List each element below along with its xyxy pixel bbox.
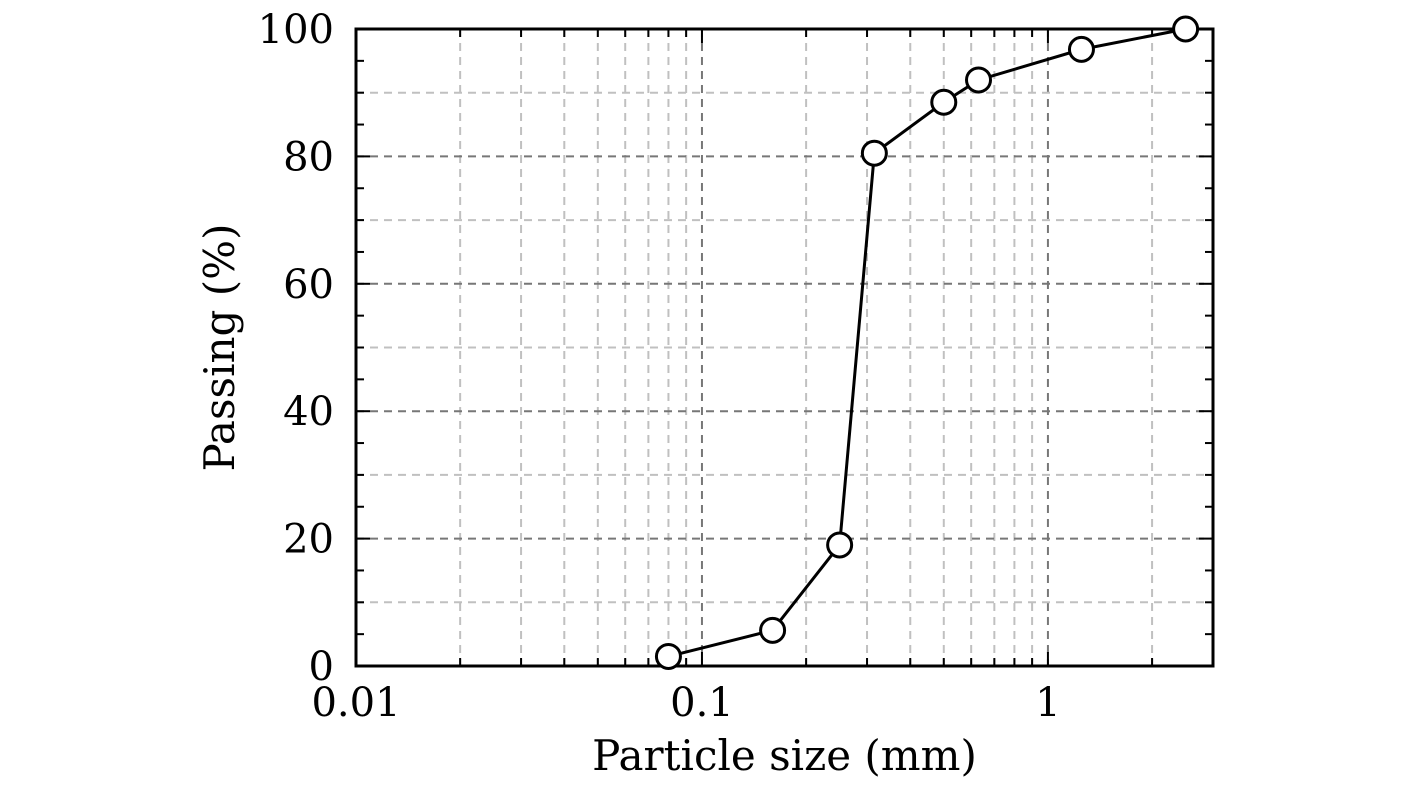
data-point <box>759 616 787 644</box>
grid <box>356 29 1213 666</box>
y-axis-title: Passing (%) <box>195 224 244 472</box>
x-tick-label: 1 <box>1035 680 1060 726</box>
y-tick-labels: 0 20 40 60 80 100 <box>258 7 334 690</box>
y-tick-label: 100 <box>258 7 334 53</box>
y-tick-label: 0 <box>309 644 334 690</box>
data-point <box>1172 15 1200 43</box>
data-point <box>930 88 958 116</box>
y-tick-label: 60 <box>283 262 334 308</box>
x-tick-labels: 0.01 0.1 1 <box>311 680 1060 726</box>
x-tick-label: 0.1 <box>670 680 734 726</box>
y-tick-label: 80 <box>283 134 334 180</box>
ticks <box>356 29 1213 666</box>
x-axis-title: Particle size (mm) <box>592 731 977 780</box>
data-point <box>826 531 854 559</box>
data-point <box>1067 35 1095 63</box>
y-tick-label: 40 <box>283 389 334 435</box>
data-point <box>860 139 888 167</box>
x-tick-label: 0.01 <box>311 680 400 726</box>
data-point <box>965 66 993 94</box>
data-series <box>654 15 1200 670</box>
y-tick-label: 20 <box>283 517 334 563</box>
data-point <box>654 642 682 670</box>
series-line <box>668 27 1186 658</box>
